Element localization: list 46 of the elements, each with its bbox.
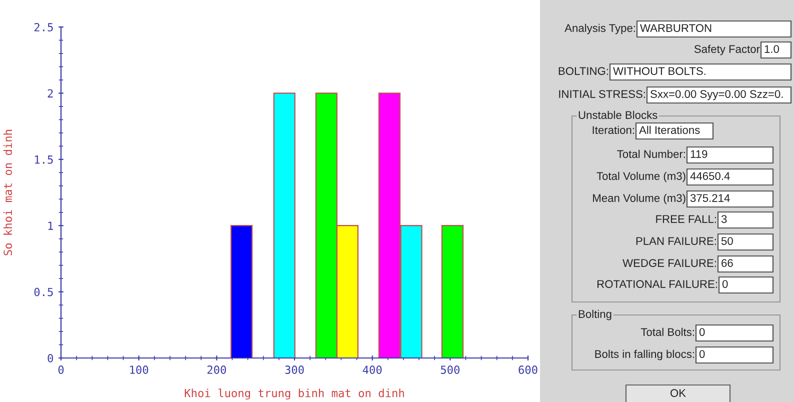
text: Mean Volume (m3) — [593, 194, 686, 204]
text: 3 — [721, 215, 727, 223]
text: Iteration: — [592, 126, 634, 134]
text: WARBURTON — [640, 24, 712, 32]
x-tick-label: 300 — [285, 366, 304, 374]
text: 44650.4 — [690, 172, 730, 180]
text: 375.214 — [690, 194, 730, 202]
y-tick-label: 0.5 — [34, 288, 53, 296]
text: Unstable Blocks — [578, 110, 658, 119]
text: All Iterations — [639, 126, 700, 134]
x-tick-label: 0 — [58, 366, 64, 374]
text: Total Volume (m3) — [596, 172, 686, 182]
text: OK — [670, 389, 686, 397]
y-tick-label: 0 — [48, 354, 53, 362]
text: Bolting — [578, 310, 612, 320]
text: Analysis Type: — [564, 24, 635, 34]
text: 0 — [699, 350, 705, 358]
text: Sxx=0.00 Syy=0.00 Szz=0. — [650, 90, 783, 100]
x-axis-title: Khoi luong trung binh mat on dinh — [184, 388, 404, 400]
text: Total Number: — [617, 150, 685, 158]
x-tick-label: 200 — [207, 366, 226, 374]
y-tick-label: 2 — [48, 89, 53, 98]
text: WEDGE FAILURE: — [622, 259, 716, 267]
text: 0 — [699, 328, 705, 336]
y-tick-label: 2.5 — [34, 23, 53, 32]
text: 1.0 — [764, 45, 780, 53]
text: PLAN FAILURE: — [636, 237, 716, 245]
y-axis-title: So khoi mat on dinh — [3, 130, 12, 256]
text: BOLTING: — [558, 67, 608, 75]
x-tick-label: 500 — [440, 366, 460, 374]
text: ROTATIONAL FAILURE: — [597, 280, 717, 288]
y-tick-label: 1.5 — [34, 156, 53, 164]
text: 0 — [722, 280, 728, 288]
text: INITIAL STRESS: — [559, 90, 645, 98]
text: Bolts in falling blocs: — [595, 350, 694, 360]
text: WITHOUT BOLTS. — [613, 67, 706, 75]
x-tick-label: 400 — [362, 366, 382, 374]
x-tick-label: 600 — [518, 366, 538, 374]
text: 50 — [721, 237, 733, 245]
x-tick-label: 100 — [130, 366, 148, 374]
y-tick-label: 1 — [48, 222, 53, 230]
text: Total Bolts: — [640, 328, 694, 336]
text: 119 — [690, 150, 708, 158]
text: 66 — [722, 259, 733, 267]
text: Safety Factor — [694, 44, 760, 56]
text: FREE FALL: — [656, 215, 716, 223]
